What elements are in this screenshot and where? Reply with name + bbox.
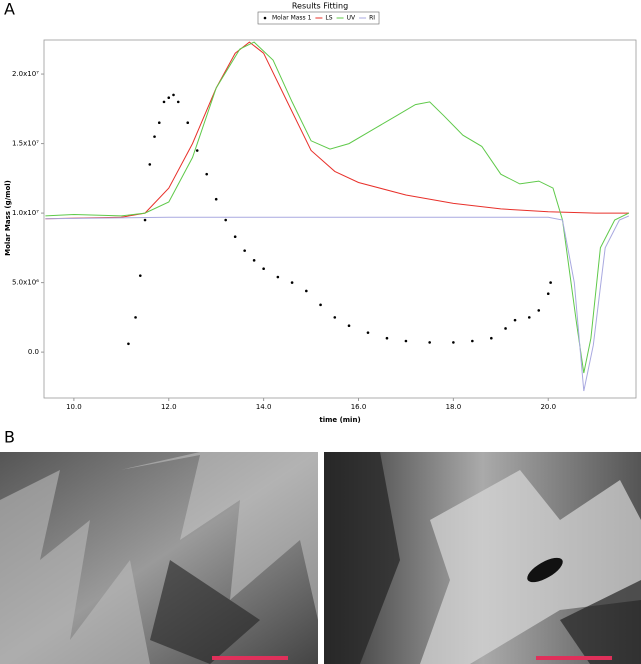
data-point xyxy=(276,275,280,279)
data-point xyxy=(319,303,322,307)
series-group xyxy=(45,41,630,374)
data-point xyxy=(428,341,431,344)
series-group xyxy=(127,93,552,346)
data-point xyxy=(127,342,130,346)
x-tick-label: 20.0 xyxy=(540,403,556,411)
data-point xyxy=(546,292,550,296)
data-point xyxy=(167,96,171,99)
sem-image-right xyxy=(324,452,641,664)
data-point xyxy=(143,218,147,222)
chart-title: Results Fitting xyxy=(292,2,348,11)
data-point xyxy=(513,318,517,322)
data-point xyxy=(537,309,541,312)
y-axis-label: Molar Mass (g/mol) xyxy=(4,180,12,256)
legend-label: LS xyxy=(325,15,332,22)
legend: Molar Mass 1 LS UV RI xyxy=(257,11,380,25)
y-tick-label: 5.0x10⁶ xyxy=(12,279,39,287)
data-point xyxy=(176,100,180,104)
legend-label: UV xyxy=(347,15,356,22)
data-point xyxy=(186,121,190,125)
series-group xyxy=(45,41,629,220)
x-tick-label: 10.0 xyxy=(66,403,82,411)
plot-frame xyxy=(43,39,637,399)
x-tick-label: 12.0 xyxy=(161,403,177,411)
series-line xyxy=(45,215,630,392)
data-point xyxy=(172,93,175,97)
data-point xyxy=(549,281,552,284)
data-point xyxy=(385,336,389,340)
data-point xyxy=(252,259,256,262)
x-tick-label: 16.0 xyxy=(351,403,367,411)
x-tick-label: 18.0 xyxy=(446,403,462,411)
data-point xyxy=(333,316,337,319)
series-line xyxy=(45,41,629,220)
y-tick-label: 2.0x10⁷ xyxy=(12,70,39,78)
data-point xyxy=(452,341,455,344)
data-point xyxy=(205,172,209,176)
y-tick-label: 1.0x10⁷ xyxy=(12,209,39,217)
data-point xyxy=(148,163,152,166)
data-point xyxy=(490,336,493,340)
data-point xyxy=(527,316,531,319)
data-point xyxy=(195,149,199,152)
x-tick-label: 14.0 xyxy=(256,403,272,411)
data-point xyxy=(404,339,408,343)
data-point xyxy=(290,281,294,284)
data-point xyxy=(162,100,166,104)
y-tick-label: 1.5x10⁷ xyxy=(12,140,39,148)
x-axis-label: time (min) xyxy=(319,416,360,424)
data-point xyxy=(366,331,370,334)
data-point xyxy=(504,327,507,330)
legend-symbol xyxy=(263,16,267,20)
data-point xyxy=(153,135,156,138)
data-point xyxy=(224,218,227,222)
data-point xyxy=(233,235,237,239)
data-point xyxy=(347,324,351,328)
sem-image-left xyxy=(0,452,318,664)
data-point xyxy=(471,339,474,343)
series-line xyxy=(45,41,630,374)
panel-label: B xyxy=(4,428,15,447)
legend-label: Molar Mass 1 xyxy=(272,15,312,22)
data-point xyxy=(305,289,308,293)
legend-label: RI xyxy=(369,15,375,22)
panel-label: A xyxy=(4,0,15,19)
series-group xyxy=(45,215,630,392)
data-point xyxy=(243,249,246,252)
data-point xyxy=(157,121,161,125)
data-point xyxy=(214,197,218,201)
data-point xyxy=(262,267,265,271)
y-tick-label: 0.0 xyxy=(28,348,39,356)
data-point xyxy=(134,316,137,319)
data-point xyxy=(138,274,142,277)
